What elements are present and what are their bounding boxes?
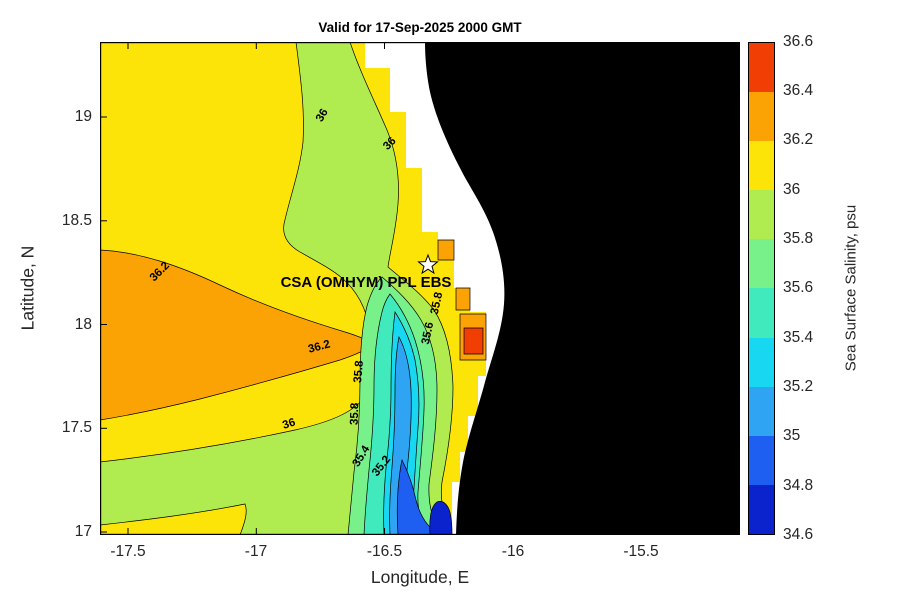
plot-box	[100, 42, 740, 535]
colorbar-tick-label: 36	[783, 181, 801, 198]
y-tick-label: 18	[74, 315, 92, 333]
x-tick-label: -16	[501, 543, 525, 560]
colorbar	[748, 42, 775, 535]
colorbar-tick-label: 35	[783, 427, 801, 444]
y-tick-label: 17.5	[61, 419, 92, 436]
colorbar-tick-label: 36.2	[783, 131, 814, 148]
nearshore-orange-patch-2	[455, 287, 471, 311]
plot-area: CSA (OMHYM) PPL EBS 36 36 36.2 36.2 36 3…	[100, 42, 740, 535]
contour-label: 35.8	[352, 359, 366, 383]
contour-region-346-348	[429, 501, 453, 535]
x-tick-label: -16.5	[366, 543, 403, 560]
x-tick-label: -17.5	[110, 543, 146, 560]
y-tick-label: 17	[74, 523, 92, 540]
colorbar-tick-label: 36.4	[783, 82, 814, 99]
plot-title: Valid for 17-Sep-2025 2000 GMT	[318, 20, 522, 35]
contour-label: 36.2	[307, 338, 332, 355]
colorbar-bands	[749, 43, 774, 534]
colorbar-tick-label: 34.8	[783, 477, 814, 494]
y-axis-label: Latitude, N	[17, 245, 38, 331]
contour-label: 35.6	[420, 321, 436, 345]
station-label: CSA (OMHYM) PPL EBS	[281, 274, 452, 291]
colorbar-band	[749, 92, 774, 142]
colorbar-band	[749, 239, 774, 289]
contour-region-35-352	[389, 335, 413, 535]
salinity-map: CSA (OMHYM) PPL EBS 36 36 36.2 36.2 36 3…	[100, 42, 740, 535]
y-tick-label: 18.5	[61, 212, 92, 229]
colorbar-tick-label: 35.6	[783, 279, 814, 296]
colorbar-band	[749, 484, 774, 534]
x-tick-label: -15.5	[623, 543, 659, 560]
colorbar-tick-label: 36.6	[783, 33, 814, 50]
contour-label: 36	[314, 107, 331, 124]
colorbar-band	[749, 288, 774, 338]
land-mask	[425, 42, 740, 535]
colorbar-band	[749, 435, 774, 485]
colorbar-band	[749, 337, 774, 387]
x-tick-label: -17	[244, 543, 268, 560]
contour-label: 36	[281, 416, 297, 431]
colorbar-tick-label: 34.6	[783, 526, 814, 543]
colorbar-tick-label: 35.8	[783, 230, 814, 247]
x-axis-label: Longitude, E	[370, 567, 470, 587]
colorbar-tick-label: 35.2	[783, 378, 814, 395]
contour-label: 35.8	[429, 291, 446, 316]
contour-label: 35.8	[349, 402, 362, 425]
colorbar-band	[749, 43, 774, 93]
colorbar-axis-label: Sea Surface Salinity, psu	[842, 204, 860, 372]
nearshore-orange-patch-1	[437, 239, 455, 261]
colorbar-band	[749, 190, 774, 240]
colorbar-tick-label: 35.4	[783, 329, 814, 346]
colorbar-band	[749, 141, 774, 191]
y-tick-label: 19	[74, 108, 92, 125]
contour-region-348-35	[396, 458, 441, 535]
nearshore-red-patch	[463, 327, 484, 355]
station-star-marker	[417, 253, 439, 275]
colorbar-band	[749, 386, 774, 436]
